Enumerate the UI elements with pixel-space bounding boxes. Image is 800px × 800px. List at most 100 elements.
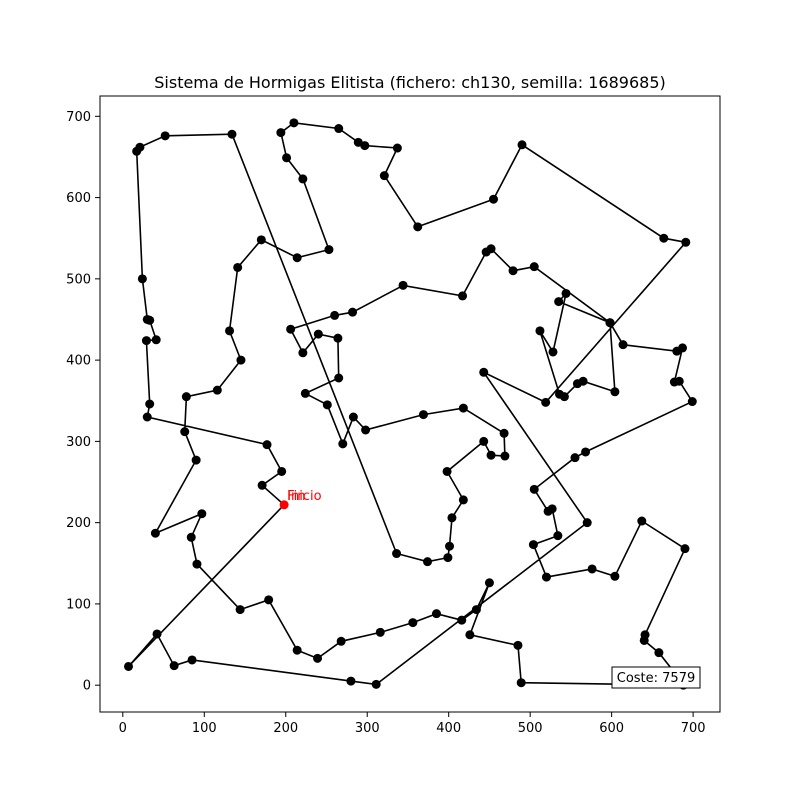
tour-point bbox=[471, 605, 481, 615]
tour-point bbox=[338, 439, 348, 449]
tour-point bbox=[516, 678, 526, 688]
tour-point bbox=[442, 466, 452, 476]
tour-point bbox=[680, 544, 690, 554]
tour-point bbox=[276, 128, 286, 138]
tour-point bbox=[124, 661, 134, 671]
tour-point bbox=[535, 326, 545, 336]
tour-point bbox=[541, 572, 551, 582]
tour-point bbox=[313, 653, 323, 663]
tour-point bbox=[181, 392, 191, 402]
x-tick-label: 100 bbox=[192, 721, 217, 736]
tour-point bbox=[313, 329, 323, 339]
tour-point bbox=[132, 146, 142, 156]
tour-point bbox=[499, 428, 509, 438]
tour-point bbox=[264, 595, 274, 605]
tour-point bbox=[513, 640, 523, 650]
tour-point bbox=[197, 509, 207, 519]
tour-point bbox=[529, 262, 539, 272]
x-tick-label: 500 bbox=[518, 721, 543, 736]
x-tick-label: 600 bbox=[599, 721, 624, 736]
tour-point bbox=[458, 291, 468, 301]
tour-point bbox=[333, 333, 343, 343]
tour-point bbox=[300, 388, 310, 398]
tour-point bbox=[348, 412, 358, 422]
x-tick-label: 700 bbox=[681, 721, 706, 736]
tour-point bbox=[277, 466, 287, 476]
tour-point bbox=[681, 237, 691, 247]
tour-point bbox=[392, 549, 402, 559]
tour-point bbox=[361, 425, 371, 435]
y-tick-label: 200 bbox=[66, 516, 91, 531]
tour-point bbox=[541, 397, 551, 407]
tour-point bbox=[379, 171, 389, 181]
cost-box-frame bbox=[611, 666, 701, 689]
tour-point bbox=[286, 324, 296, 334]
tour-point bbox=[330, 310, 340, 320]
tour-point bbox=[443, 553, 453, 563]
tour-point bbox=[298, 348, 308, 358]
tour-point bbox=[392, 143, 402, 153]
tour-point bbox=[236, 355, 246, 365]
tour-point bbox=[508, 266, 518, 276]
start-point bbox=[279, 500, 289, 510]
tour-point bbox=[298, 174, 308, 184]
tour-point bbox=[561, 288, 571, 298]
tour-point bbox=[348, 307, 358, 317]
tour-point bbox=[423, 557, 433, 567]
tour-points bbox=[124, 118, 697, 690]
tour-point bbox=[322, 400, 332, 410]
tour-point bbox=[145, 315, 155, 325]
x-tick-label: 200 bbox=[273, 721, 298, 736]
y-axis: 0 100 200 300 400 500 600 700 bbox=[66, 110, 100, 694]
tour-point bbox=[687, 397, 697, 407]
tour-point bbox=[346, 676, 356, 686]
plot-area: 0 100 200 300 400 500 600 700 0 100 200 300 400 500 6… bbox=[66, 95, 721, 736]
tour-point bbox=[289, 118, 299, 128]
tour-point bbox=[479, 367, 489, 377]
tour-point bbox=[479, 436, 489, 446]
tour-point bbox=[543, 506, 553, 516]
tour-point bbox=[581, 447, 591, 457]
tour-point bbox=[570, 453, 580, 463]
tour-point bbox=[408, 618, 418, 628]
tour-point bbox=[186, 532, 196, 542]
x-axis: 0 100 200 300 400 500 600 700 bbox=[119, 712, 706, 736]
tour-point bbox=[169, 661, 179, 671]
tour-point bbox=[418, 410, 428, 420]
tour-point bbox=[672, 346, 682, 356]
y-tick-label: 0 bbox=[83, 679, 91, 694]
tour-point bbox=[257, 480, 267, 490]
tour-point bbox=[431, 609, 441, 619]
tour-point bbox=[262, 440, 272, 450]
tour-point bbox=[398, 280, 408, 290]
start-marker-group bbox=[279, 500, 289, 510]
axes-frame bbox=[99, 95, 721, 713]
tour-point bbox=[578, 376, 588, 386]
tour-point bbox=[141, 336, 151, 346]
tour-point bbox=[292, 253, 302, 263]
tour-point bbox=[233, 262, 243, 272]
tour-point bbox=[458, 495, 468, 505]
tour-point bbox=[282, 153, 292, 163]
tour-point bbox=[457, 615, 467, 625]
tour-point bbox=[192, 559, 202, 569]
x-tick-label: 300 bbox=[355, 721, 380, 736]
tour-point bbox=[447, 513, 457, 523]
y-tick-label: 300 bbox=[66, 435, 91, 450]
tour-point bbox=[142, 412, 152, 422]
tour-point bbox=[553, 531, 563, 541]
tour-point bbox=[371, 679, 381, 689]
tour-point bbox=[528, 540, 538, 550]
tour-point bbox=[654, 648, 664, 658]
y-tick-label: 100 bbox=[66, 597, 91, 612]
tour-point bbox=[486, 450, 496, 460]
tour-point bbox=[145, 399, 155, 409]
tour-point bbox=[610, 571, 620, 581]
tour-point bbox=[582, 518, 592, 528]
tour-point bbox=[334, 373, 344, 383]
tour-point bbox=[336, 636, 346, 646]
tour-point bbox=[669, 377, 679, 387]
tour-point bbox=[160, 131, 170, 141]
tour-point bbox=[605, 318, 615, 328]
